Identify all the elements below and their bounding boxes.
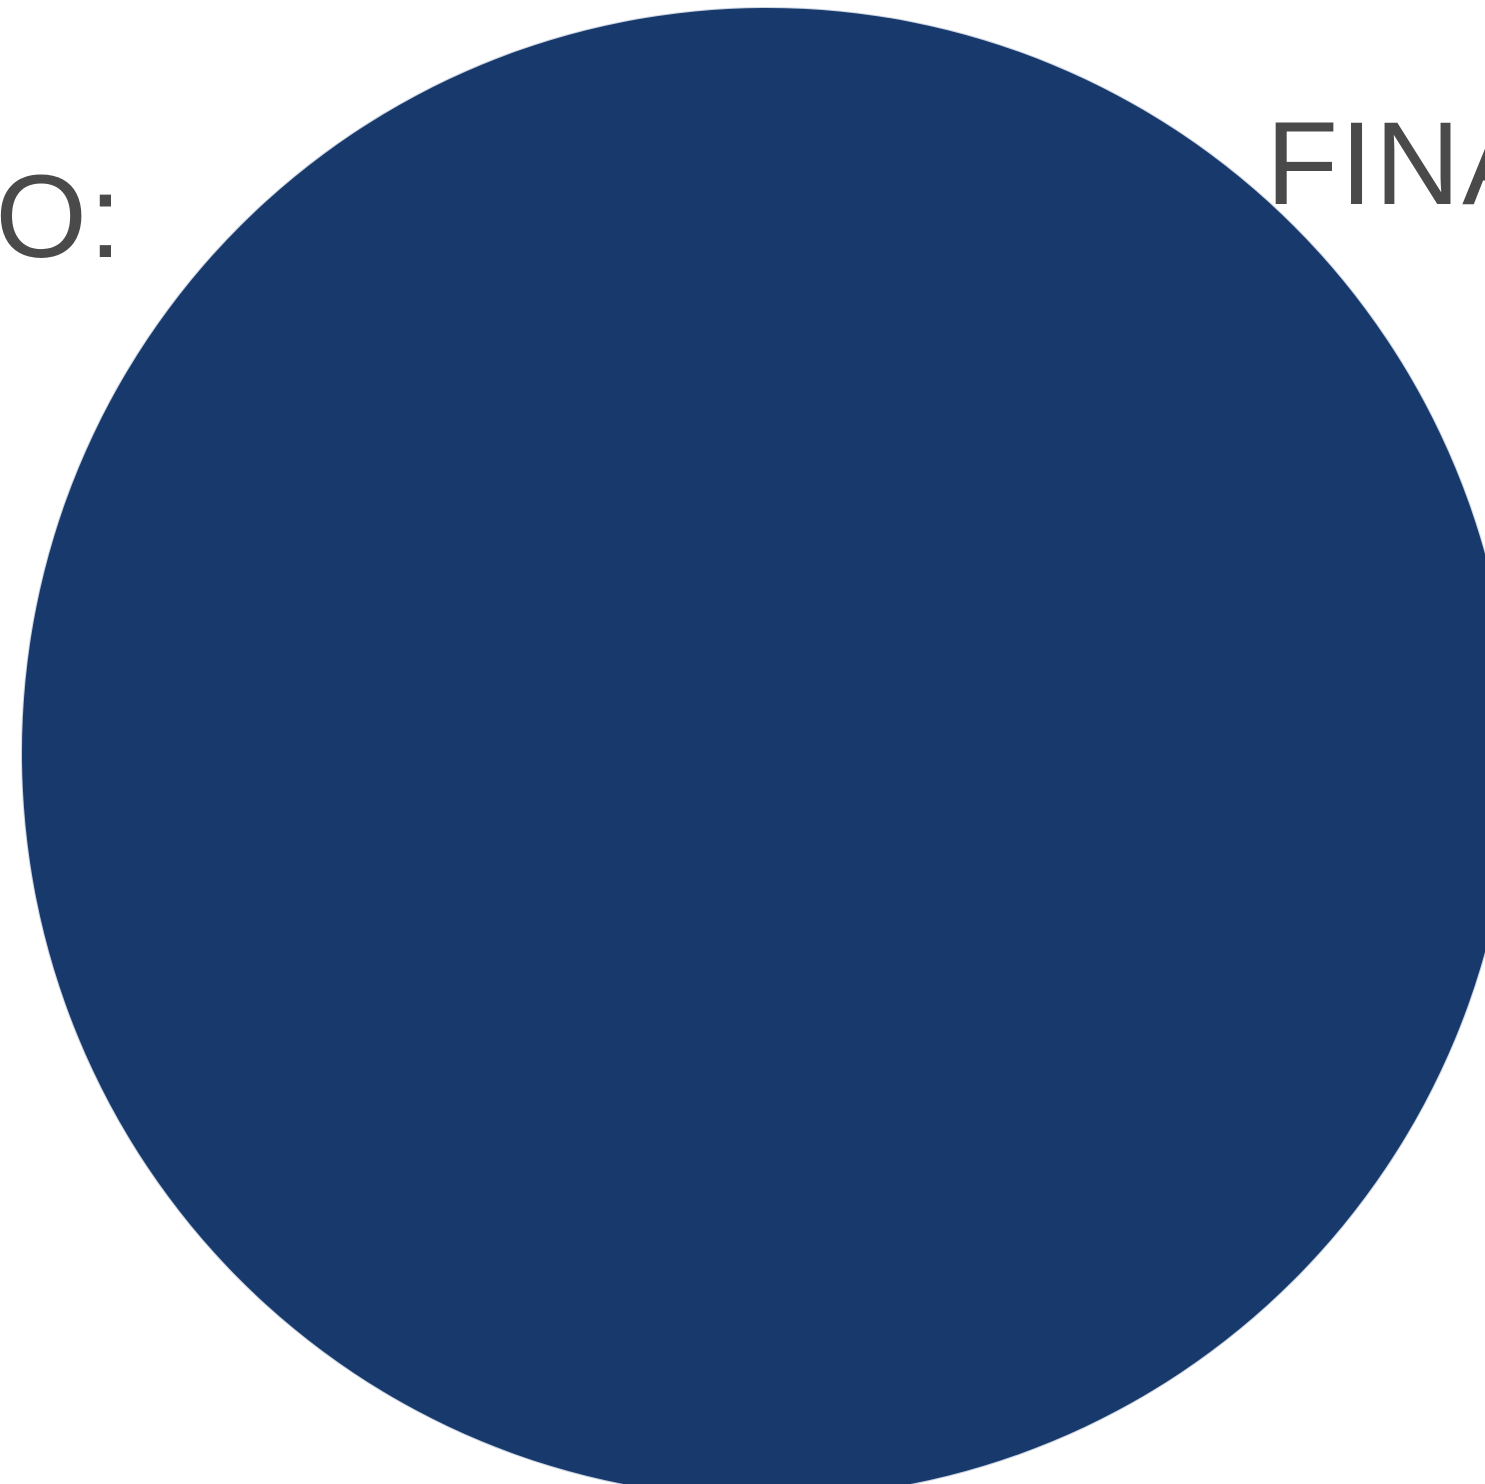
blue-circle (22, 8, 1485, 1484)
right-label-text: FINA (1266, 98, 1485, 230)
left-label-text: DO: (0, 151, 124, 283)
